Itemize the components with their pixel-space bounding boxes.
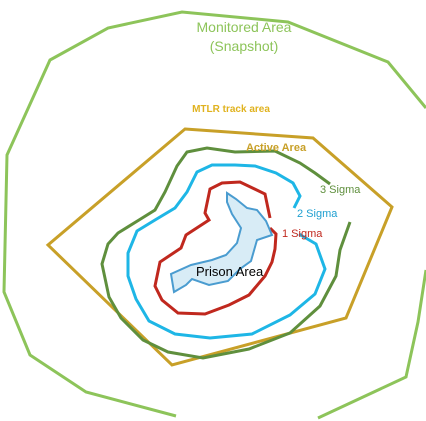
prison-area-shape bbox=[169, 191, 274, 294]
prison-area-label: Prison Area bbox=[196, 264, 264, 279]
sigma2-contour bbox=[126, 163, 327, 340]
active-area-boundary bbox=[45, 127, 394, 367]
monitored-area-label-line2: (Snapshot) bbox=[210, 38, 278, 54]
sigma1-contour bbox=[153, 180, 278, 316]
monitored-area-boundary-left bbox=[2, 10, 426, 418]
mtlr-track-area-label: MTLR track area bbox=[192, 104, 270, 115]
sigma3-label: 3 Sigma bbox=[320, 184, 361, 196]
monitored-area-boundary bbox=[317, 269, 426, 420]
sigma3-contour bbox=[100, 146, 352, 360]
sigma1-label: 1 Sigma bbox=[282, 228, 323, 240]
active-area-label: Active Area bbox=[246, 142, 307, 154]
monitored-area-label-line1: Monitored Area bbox=[197, 19, 292, 35]
sigma2-label: 2 Sigma bbox=[297, 208, 338, 220]
